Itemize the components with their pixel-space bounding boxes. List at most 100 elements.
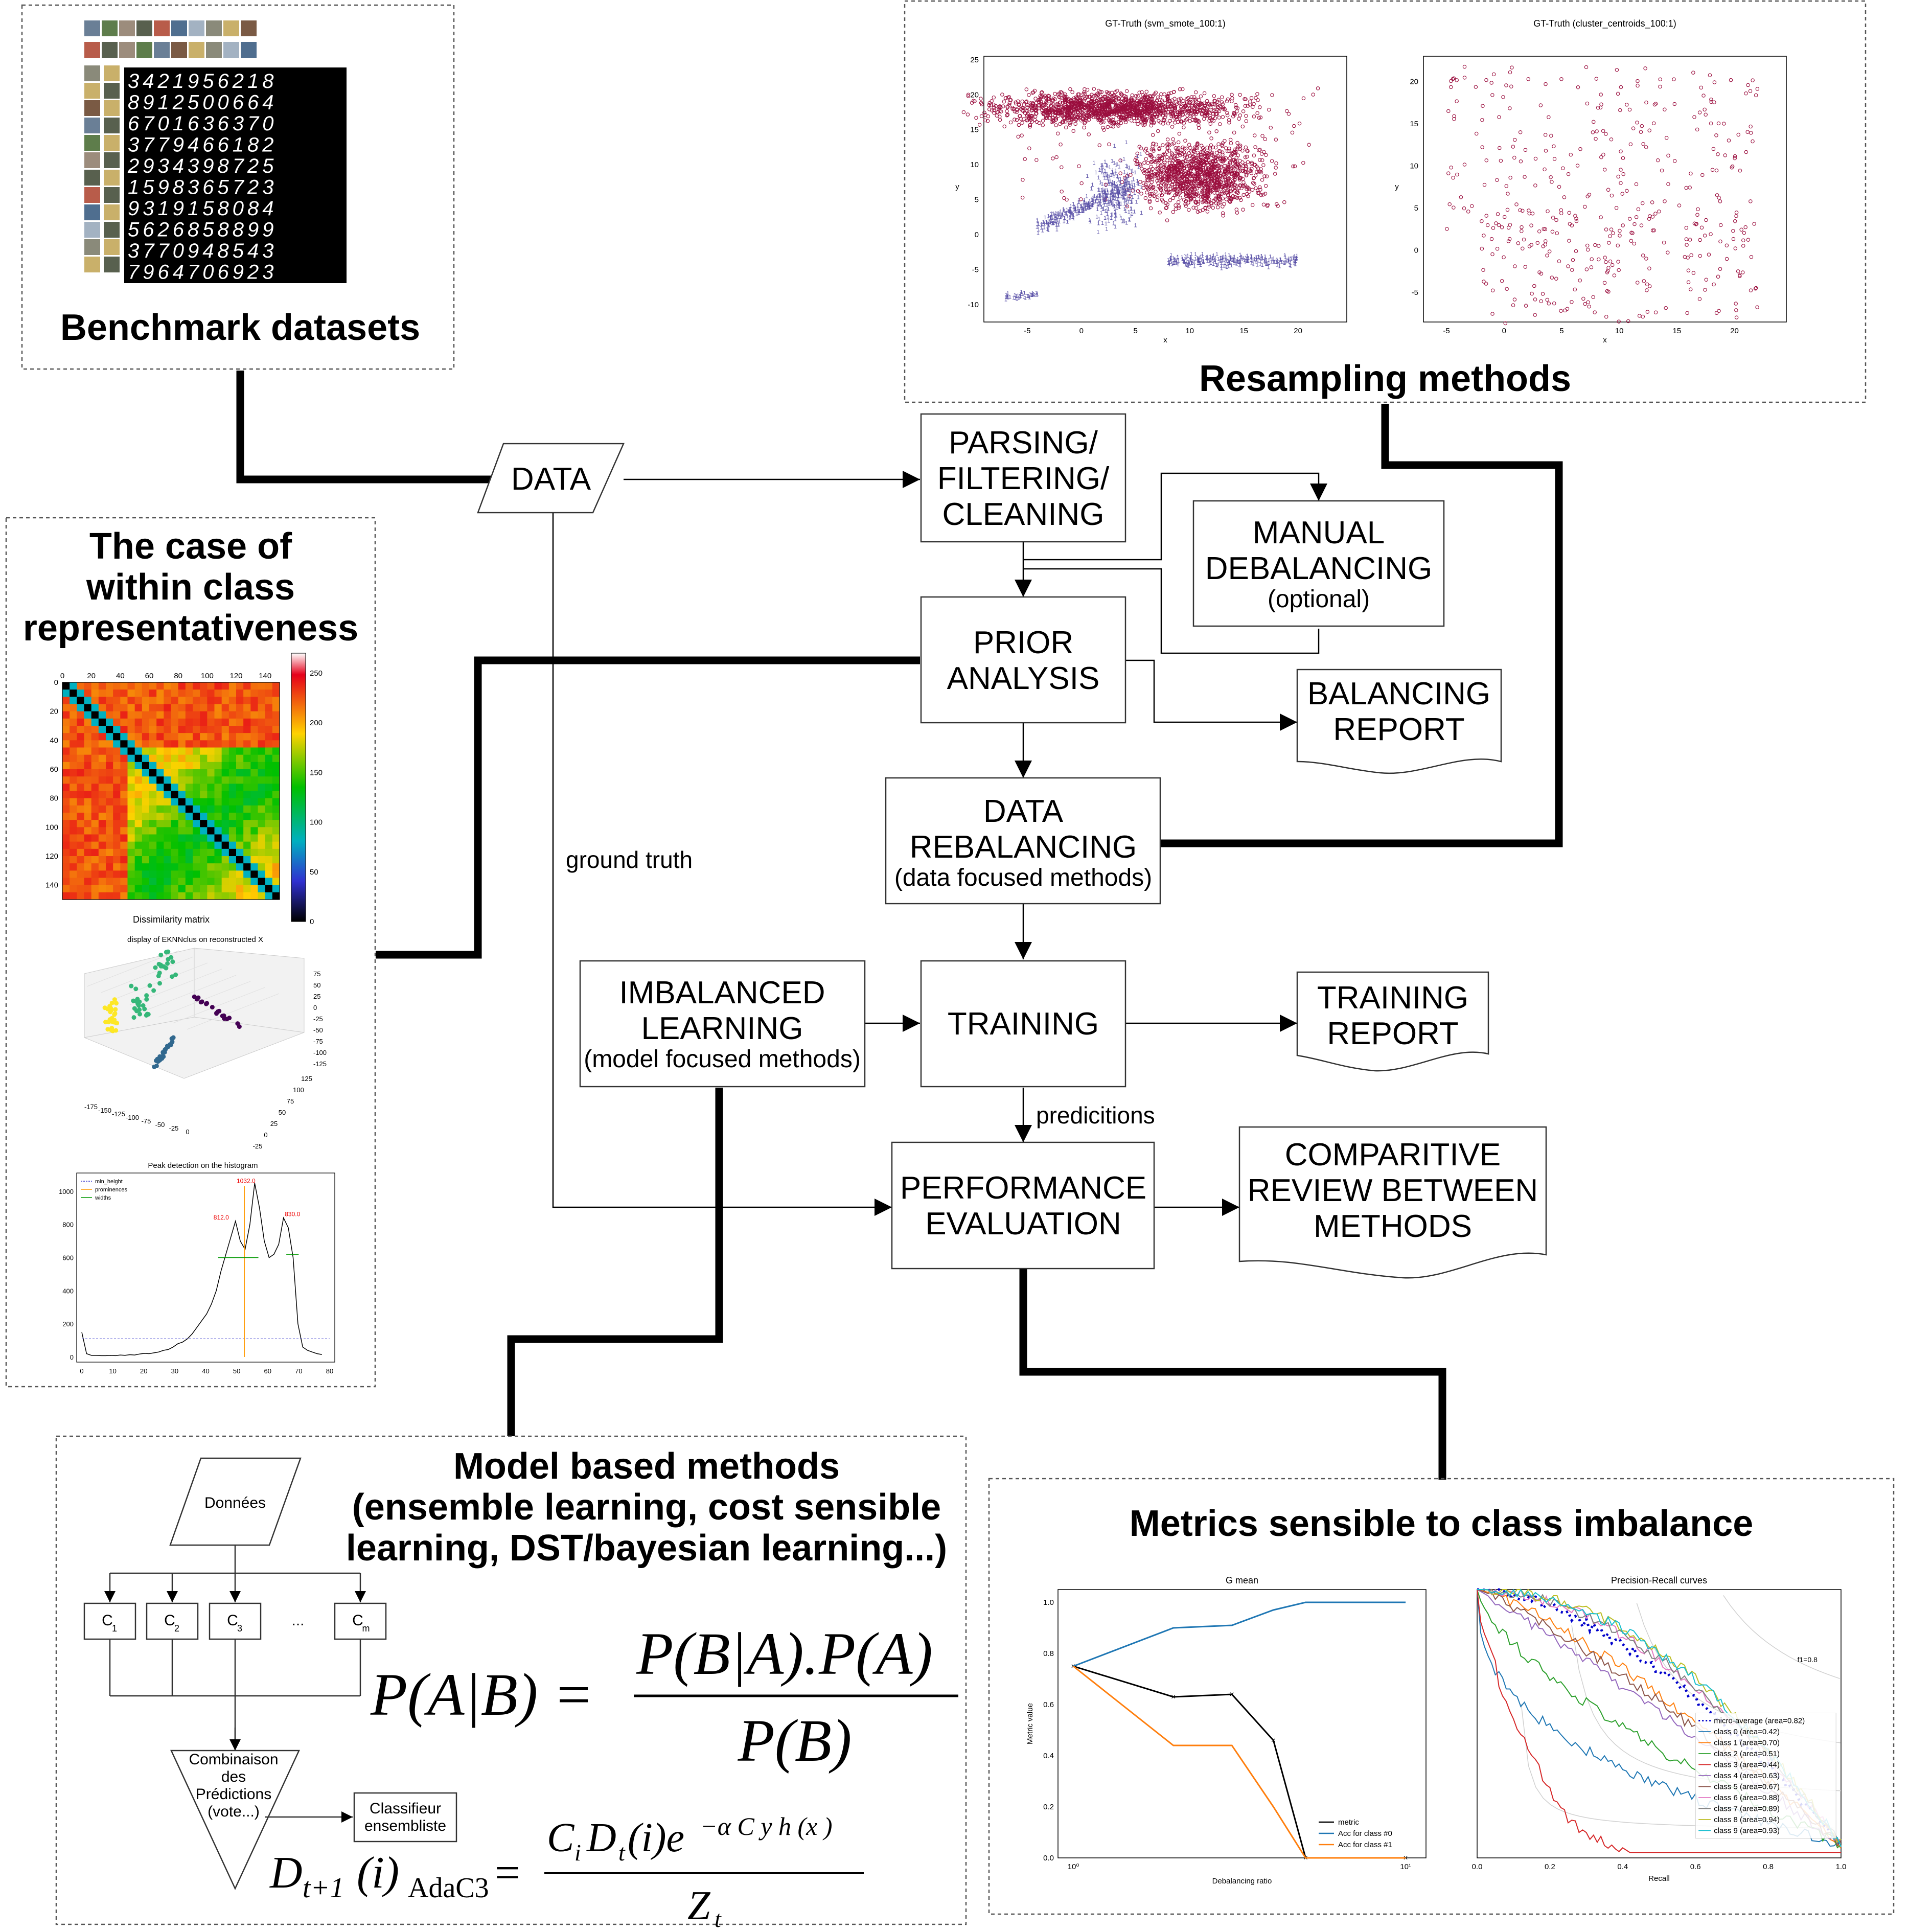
class-1-point: 1 (1036, 291, 1039, 297)
mnist-row: 5626858899 (128, 219, 277, 241)
class-0-point (1195, 118, 1199, 122)
class-0-point (1183, 139, 1187, 143)
imbalanced-sub: (model focused methods) (584, 1046, 861, 1073)
matrix-cell (265, 726, 273, 733)
y-tick: 5 (1414, 204, 1418, 213)
class-1-point: 1 (1119, 157, 1122, 164)
class-0-point (1645, 282, 1649, 287)
class-1-point: 1 (1123, 201, 1126, 207)
matrix-cell (91, 834, 99, 842)
class-1-point: 1 (1115, 201, 1118, 207)
matrix-cell (243, 813, 251, 820)
class-0-point (1234, 105, 1238, 109)
class-0-point (1609, 227, 1614, 232)
class-0-point (1746, 238, 1751, 242)
class-1-point: 1 (1256, 258, 1259, 264)
class-1-point: 1 (1129, 214, 1132, 220)
matrix-cell (243, 856, 251, 864)
class-0-point (1160, 193, 1164, 197)
class-0-point (1253, 145, 1257, 149)
class-1-point: 1 (1244, 260, 1247, 266)
class-0-point (1170, 183, 1175, 187)
class-0-point (1099, 106, 1104, 110)
class-1-point: 1 (1249, 257, 1252, 263)
class-0-point (1150, 177, 1155, 181)
class-0-point (1225, 111, 1229, 115)
class-1-point: 1 (1016, 293, 1019, 299)
class-0-point (1216, 142, 1221, 146)
class-1-point: 1 (1102, 206, 1105, 212)
matrix-cell (228, 769, 237, 777)
class-0-point (1161, 143, 1165, 147)
class-0-point (1660, 168, 1664, 173)
class-0-point (1620, 192, 1624, 196)
class-0-point (1691, 271, 1696, 275)
class-1-point: 1 (1205, 256, 1208, 262)
class-0-point (1245, 187, 1249, 191)
class-0-point (1207, 158, 1211, 163)
class-1-point: 1 (1283, 260, 1286, 266)
class-1-point: 1 (1103, 190, 1106, 196)
within-class-title-3: representativeness (23, 608, 358, 649)
class-0-point (1241, 208, 1245, 212)
class-0-point (1143, 196, 1148, 200)
class-0-point (1168, 119, 1172, 123)
mnist-row: 3770948543 (128, 240, 277, 262)
class-0-point (1099, 116, 1103, 121)
class-0-point (1193, 103, 1198, 108)
class-0-point (1537, 270, 1542, 274)
class-1-point: 1 (1233, 254, 1236, 260)
class-0-point (1047, 106, 1051, 110)
class-0-point (1047, 97, 1051, 102)
class-0-point (1067, 106, 1071, 110)
class-0-point (1265, 204, 1270, 208)
class-1-point: 1 (1122, 189, 1125, 195)
x-tick: 15 (1239, 327, 1248, 335)
matrix-cell (207, 841, 215, 849)
class-0-point (1193, 118, 1198, 122)
class-1-point: 1 (1216, 263, 1219, 269)
class-0-point (1068, 87, 1072, 91)
class-0-point (1174, 207, 1178, 211)
class-0-point (1484, 214, 1488, 218)
class-1-point: 1 (1105, 172, 1108, 178)
class-1-point: 1 (1055, 213, 1058, 219)
matrix-cell (70, 863, 77, 871)
class-0-point (1007, 103, 1011, 107)
class-1-point: 1 (1102, 192, 1106, 198)
colorbar-tick: 250 (310, 669, 323, 678)
class-0-point (1524, 304, 1528, 308)
class-1-point: 1 (1090, 186, 1093, 192)
class-0-point (1311, 93, 1315, 97)
class-0-point (1020, 99, 1024, 104)
matrix-cell (272, 856, 280, 864)
matrix-cell (77, 878, 84, 886)
matrix-cell (77, 747, 84, 755)
matrix-cell (193, 892, 200, 900)
class-0-point (1166, 94, 1170, 98)
class-0-point (1544, 149, 1548, 153)
class-0-point (986, 114, 991, 119)
class-1-point: 1 (1126, 186, 1129, 192)
class-1-point: 1 (1047, 223, 1050, 229)
x-tick: 0 (1079, 327, 1084, 335)
class-0-point (1734, 302, 1738, 306)
class-0-point (1250, 160, 1254, 165)
class-0-point (1201, 195, 1205, 199)
matrix-cell (221, 740, 229, 748)
class-0-point (1074, 106, 1078, 110)
class-0-point (1200, 181, 1204, 186)
matrix-cell (70, 762, 77, 770)
matrix-cell (62, 878, 70, 886)
class-1-point: 1 (1019, 291, 1022, 297)
class-0-point (1027, 146, 1031, 151)
class-1-point: 1 (1113, 143, 1116, 149)
class-1-point: 1 (1091, 200, 1094, 206)
y-tick: 20 (50, 707, 58, 716)
to-manual-line (1023, 472, 1327, 561)
class-1-point: 1 (1048, 219, 1051, 225)
class-1-point: 1 (1105, 196, 1108, 202)
matrix-cell (149, 841, 157, 849)
matrix-cell (106, 769, 113, 777)
matrix-cell (134, 885, 143, 893)
